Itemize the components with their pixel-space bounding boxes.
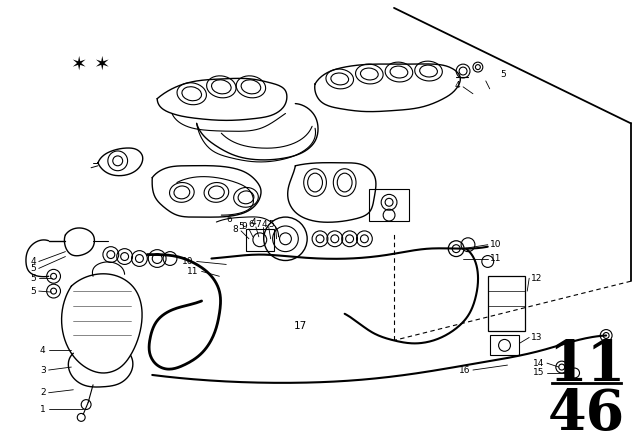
Text: 3: 3 bbox=[40, 366, 45, 375]
Text: 4: 4 bbox=[454, 82, 460, 90]
Text: 5: 5 bbox=[30, 264, 36, 273]
Text: 10: 10 bbox=[182, 257, 194, 266]
Bar bbox=[488, 276, 525, 331]
Text: 2: 2 bbox=[40, 388, 45, 397]
Text: 15: 15 bbox=[532, 369, 544, 378]
Text: 12: 12 bbox=[531, 274, 543, 283]
Text: 13: 13 bbox=[531, 333, 543, 342]
Text: 17: 17 bbox=[294, 321, 307, 331]
Text: 4: 4 bbox=[250, 218, 256, 227]
Text: 11: 11 bbox=[548, 338, 625, 392]
Text: 7: 7 bbox=[255, 220, 260, 229]
Text: 4: 4 bbox=[30, 257, 36, 266]
Bar bbox=[490, 336, 519, 355]
Text: 5: 5 bbox=[30, 287, 36, 296]
Text: 46: 46 bbox=[548, 387, 625, 442]
Text: 4: 4 bbox=[261, 220, 267, 229]
Text: 10: 10 bbox=[490, 240, 501, 249]
Text: 6: 6 bbox=[227, 215, 232, 224]
Bar bbox=[369, 190, 409, 221]
Bar bbox=[246, 229, 274, 250]
Text: 5: 5 bbox=[268, 220, 274, 229]
Text: 16: 16 bbox=[458, 366, 470, 375]
Text: 9: 9 bbox=[241, 223, 247, 232]
Text: 14: 14 bbox=[532, 358, 544, 368]
Text: 8: 8 bbox=[232, 225, 238, 234]
Text: 5: 5 bbox=[238, 223, 244, 232]
Text: 11: 11 bbox=[187, 267, 198, 276]
Text: ✶ ✶: ✶ ✶ bbox=[71, 55, 111, 73]
Text: 5: 5 bbox=[500, 69, 506, 78]
Text: 1: 1 bbox=[40, 405, 45, 414]
Text: 6: 6 bbox=[248, 220, 254, 229]
Text: 5: 5 bbox=[30, 274, 36, 283]
Text: 4: 4 bbox=[40, 346, 45, 355]
Text: 11: 11 bbox=[490, 254, 501, 263]
